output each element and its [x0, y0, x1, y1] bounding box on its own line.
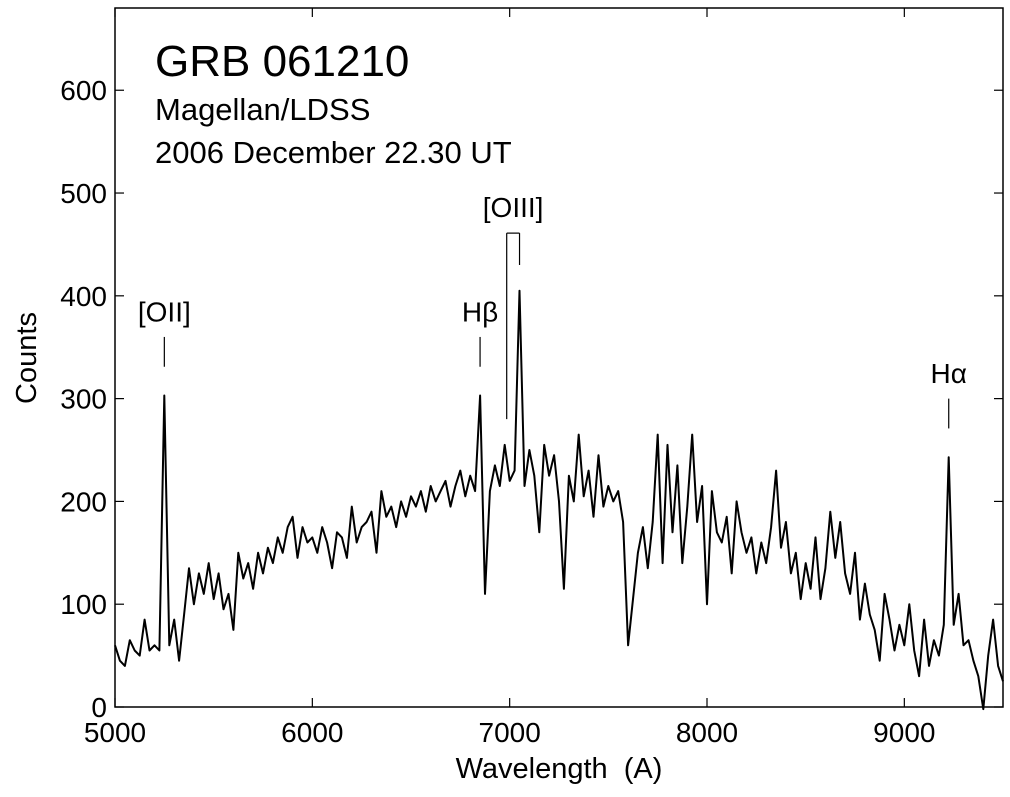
chart-title: GRB 061210 — [155, 37, 409, 86]
y-tick-label: 300 — [60, 384, 107, 415]
x-tick-label: 6000 — [281, 717, 343, 748]
y-tick-label: 0 — [91, 692, 107, 723]
annotation-label: Hβ — [462, 297, 498, 328]
x-tick-label: 7000 — [479, 717, 541, 748]
x-axis-label: Wavelength (A) — [456, 753, 663, 785]
y-tick-label: 100 — [60, 589, 107, 620]
chart-subtitle: Magellan/LDSS — [155, 92, 370, 127]
x-tick-label: 8000 — [676, 717, 738, 748]
spectrum-line — [114, 289, 1004, 711]
y-tick-label: 500 — [60, 178, 107, 209]
annotation-label: Hα — [931, 358, 967, 389]
y-axis-label: Counts — [11, 312, 43, 404]
x-tick-label: 5000 — [84, 717, 146, 748]
plot-frame — [114, 7, 1004, 708]
annotation-label: [OII] — [138, 297, 191, 328]
x-tick-label: 9000 — [873, 717, 935, 748]
y-tick-label: 600 — [60, 75, 107, 106]
annotation-label: [OIII] — [483, 192, 544, 223]
y-tick-label: 400 — [60, 281, 107, 312]
y-tick-label: 200 — [60, 486, 107, 517]
chart-subtitle: 2006 December 22.30 UT — [155, 135, 512, 170]
